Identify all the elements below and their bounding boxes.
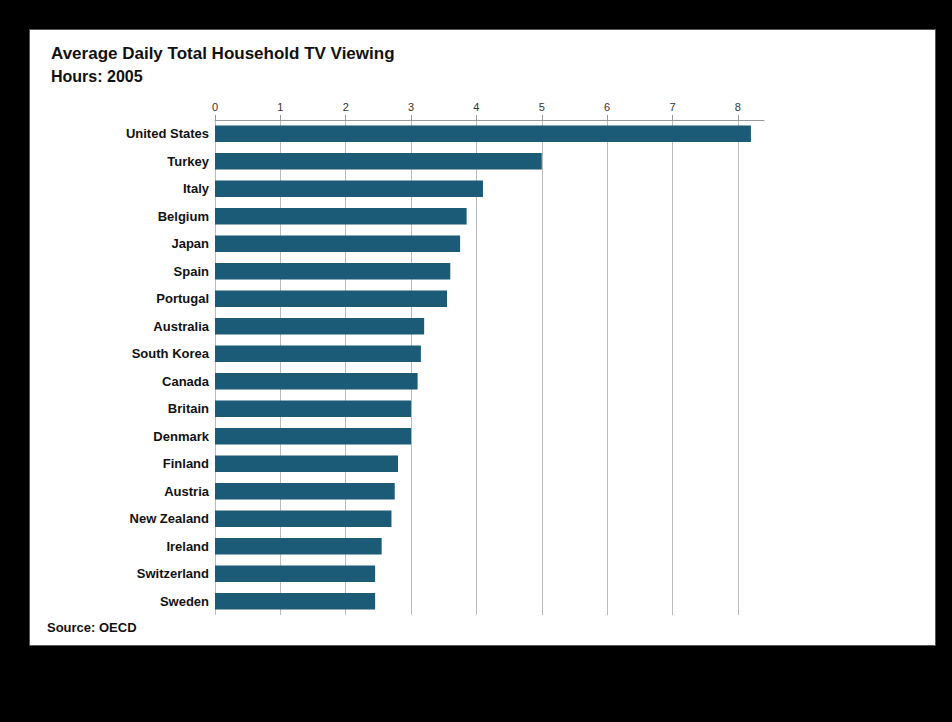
svg-text:3: 3	[408, 101, 414, 113]
svg-text:Belgium: Belgium	[158, 209, 209, 224]
svg-text:Average Daily Total Household: Average Daily Total Household TV Viewing	[51, 44, 395, 63]
svg-text:4: 4	[473, 101, 479, 113]
svg-text:South Korea: South Korea	[132, 346, 210, 361]
svg-text:Ireland: Ireland	[166, 539, 209, 554]
svg-text:1: 1	[277, 101, 283, 113]
svg-text:Source: OECD: Source: OECD	[47, 620, 137, 635]
svg-text:5: 5	[539, 101, 545, 113]
svg-text:Australia: Australia	[153, 319, 209, 334]
svg-text:Japan: Japan	[171, 236, 209, 251]
svg-text:Britain: Britain	[168, 401, 209, 416]
svg-text:0: 0	[212, 101, 218, 113]
svg-text:Turkey: Turkey	[167, 154, 209, 169]
svg-text:Sweden: Sweden	[160, 594, 209, 609]
svg-text:Hours: 2005: Hours: 2005	[51, 68, 143, 85]
svg-text:Finland: Finland	[163, 456, 209, 471]
svg-text:New Zealand: New Zealand	[130, 511, 210, 526]
svg-text:Portugal: Portugal	[156, 291, 209, 306]
svg-text:2: 2	[343, 101, 349, 113]
svg-text:7: 7	[669, 101, 675, 113]
svg-text:Canada: Canada	[162, 374, 210, 389]
svg-text:Italy: Italy	[183, 181, 210, 196]
svg-text:Switzerland: Switzerland	[137, 566, 209, 581]
svg-text:Spain: Spain	[174, 264, 209, 279]
svg-text:United States: United States	[126, 126, 209, 141]
svg-text:Austria: Austria	[164, 484, 210, 499]
svg-text:6: 6	[604, 101, 610, 113]
svg-text:Denmark: Denmark	[153, 429, 209, 444]
svg-text:8: 8	[735, 101, 741, 113]
